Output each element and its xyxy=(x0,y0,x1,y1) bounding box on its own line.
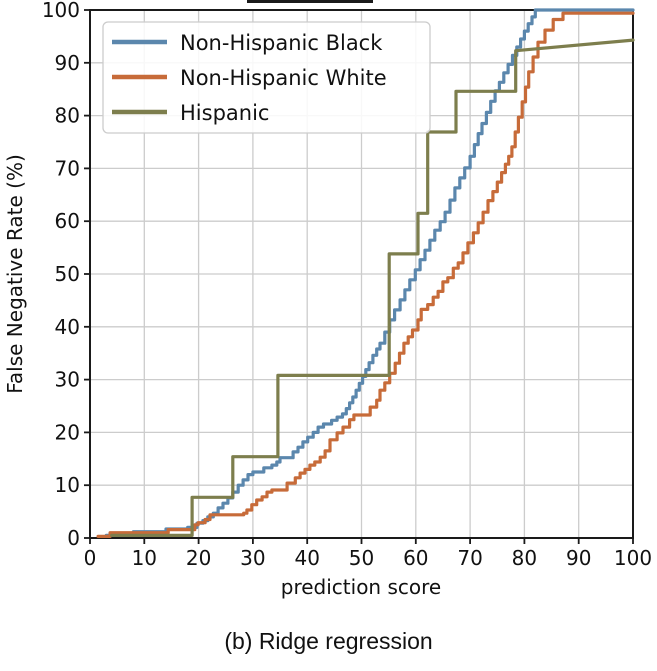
x-tick-label: 10 xyxy=(132,546,157,570)
y-tick-label: 30 xyxy=(55,368,80,392)
x-tick-label: 40 xyxy=(294,546,319,570)
x-tick-label: 70 xyxy=(457,546,482,570)
y-axis-label: False Negative Rate (%) xyxy=(3,154,27,394)
x-tick-label: 90 xyxy=(566,546,591,570)
x-tick-label: 0 xyxy=(84,546,97,570)
y-tick-label: 80 xyxy=(55,104,80,128)
x-tick-label: 100 xyxy=(614,546,652,570)
x-tick-label: 30 xyxy=(240,546,265,570)
x-tick-label: 50 xyxy=(349,546,374,570)
y-tick-label: 40 xyxy=(55,315,80,339)
x-tick-label: 80 xyxy=(512,546,537,570)
series-line-non-hispanic-black xyxy=(104,8,635,537)
y-tick-label: 100 xyxy=(42,0,80,22)
x-axis-label: prediction score xyxy=(281,575,441,599)
figure-caption: (b) Ridge regression xyxy=(224,628,433,654)
x-tick-label: 60 xyxy=(403,546,428,570)
x-tick-label: 20 xyxy=(186,546,211,570)
series-layer xyxy=(96,8,635,538)
legend-label: Non-Hispanic White xyxy=(180,66,387,90)
y-tick-label: 20 xyxy=(55,420,80,444)
y-tick-label: 60 xyxy=(55,209,80,233)
legend: Non-Hispanic Black Non-Hispanic White Hisp… xyxy=(102,21,431,134)
legend-label: Hispanic xyxy=(180,101,269,125)
y-tick-label: 70 xyxy=(55,156,80,180)
legend-label: Non-Hispanic Black xyxy=(180,31,383,55)
y-tick-label: 90 xyxy=(55,51,80,75)
tick-layer: 0 10 20 30 40 50 60 70 80 90 100 0 10 20 30 40 50 60 70 80 9… xyxy=(42,0,652,570)
y-tick-label: 10 xyxy=(55,473,80,497)
series-line-non-hispanic-white xyxy=(96,11,635,538)
y-tick-label: 0 xyxy=(67,526,80,550)
chart-canvas: 0 10 20 30 40 50 60 70 80 90 100 0 10 20 30 40 50 60 70 80 9… xyxy=(3,0,652,599)
series-line-hispanic xyxy=(110,38,635,537)
legend-box xyxy=(102,21,431,134)
y-tick-label: 50 xyxy=(55,262,80,286)
